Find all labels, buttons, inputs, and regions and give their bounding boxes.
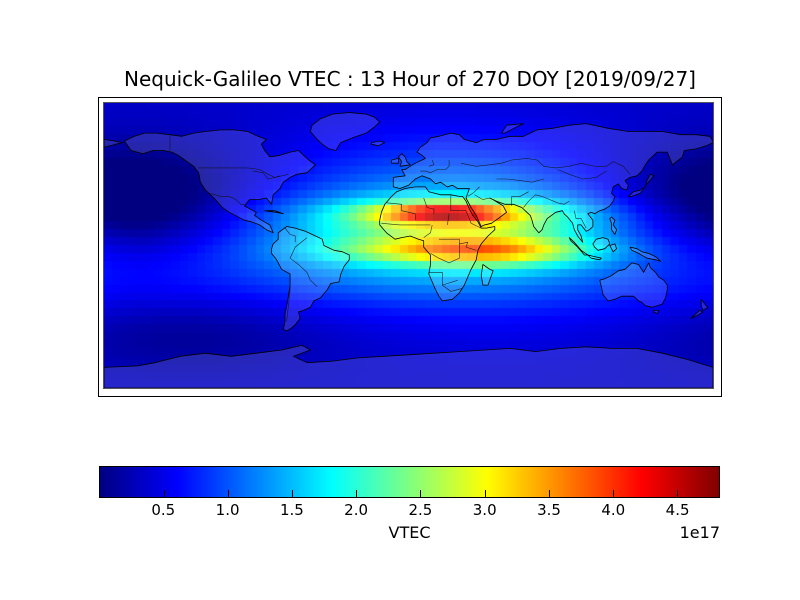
border-brazil-west bbox=[289, 237, 318, 287]
vtec-heatmap-canvas bbox=[104, 103, 713, 388]
border-algeria-libya bbox=[423, 197, 435, 214]
colorbar-tick bbox=[612, 490, 614, 497]
colorbar-tick bbox=[420, 490, 422, 497]
border-west-sahara bbox=[386, 202, 416, 221]
border-europe-north bbox=[428, 159, 435, 167]
landmass-philippines bbox=[609, 216, 617, 235]
border-india-north bbox=[523, 194, 570, 208]
border-sudan-ethiopia bbox=[465, 210, 482, 229]
colorbar-gradient bbox=[100, 467, 719, 497]
border-chile-argentina bbox=[286, 274, 291, 322]
border-great-lakes bbox=[252, 170, 280, 180]
landmass-eurasia bbox=[392, 123, 713, 243]
landmass-chukotka-west-edge bbox=[104, 139, 123, 148]
landmass-great-britain bbox=[398, 153, 411, 167]
colorbar-tick bbox=[292, 490, 294, 497]
landmass-borneo bbox=[592, 237, 611, 251]
border-indochina bbox=[574, 210, 587, 229]
landmass-madagascar bbox=[480, 264, 494, 286]
border-east-africa bbox=[459, 241, 477, 251]
border-nigeria-cameroon bbox=[423, 224, 433, 238]
colorbar-tick-label: 2.5 bbox=[408, 501, 433, 519]
colorbar-axis-label: VTEC bbox=[388, 523, 431, 542]
border-chad-sudan bbox=[447, 213, 450, 225]
colorbar-tick bbox=[548, 490, 550, 497]
landmass-new-guinea bbox=[629, 246, 661, 262]
world-coastlines-overlay bbox=[104, 112, 713, 388]
colorbar-tick bbox=[228, 490, 230, 497]
colorbar-tick-label: 4.5 bbox=[665, 501, 690, 519]
landmass-japan bbox=[628, 173, 655, 197]
colorbar-tick-labels: 0.5 1.0 1.5 2.0 2.5 3.0 3.5 4.0 4.5 bbox=[99, 501, 720, 519]
landmass-ireland bbox=[391, 158, 399, 164]
colorbar-tick bbox=[356, 490, 358, 497]
landmass-java bbox=[587, 254, 602, 261]
map-area bbox=[103, 102, 714, 389]
border-us-mexico bbox=[210, 193, 245, 205]
colorbar-tick-label: 1.5 bbox=[279, 501, 304, 519]
colorbar-offset-text: 1e17 bbox=[679, 523, 720, 542]
border-china-mongolia bbox=[557, 169, 607, 180]
border-central-asia bbox=[496, 178, 544, 183]
colorbar-tick-label: 2.0 bbox=[344, 501, 369, 519]
landmass-sumatra bbox=[568, 237, 589, 256]
landmass-greenland bbox=[310, 112, 381, 151]
colorbar-tick-label: 1.0 bbox=[215, 501, 240, 519]
colorbar-tick-label: 3.0 bbox=[472, 501, 497, 519]
landmass-new-zealand-south bbox=[690, 310, 704, 319]
border-iran-east bbox=[511, 191, 529, 206]
colorbar-tick-label: 3.5 bbox=[537, 501, 561, 519]
border-congo bbox=[430, 238, 460, 264]
colorbar bbox=[99, 466, 720, 498]
border-colombia-venezuela bbox=[284, 227, 296, 243]
landmass-south-america bbox=[271, 226, 350, 332]
colorbar-tick-label: 0.5 bbox=[151, 501, 176, 519]
border-russia-south bbox=[460, 158, 631, 175]
landmass-north-america bbox=[123, 129, 316, 234]
landmass-new-zealand-north bbox=[700, 298, 709, 311]
landmass-tasmania bbox=[653, 310, 660, 314]
landmass-australia bbox=[599, 262, 668, 308]
landmass-iceland bbox=[370, 140, 386, 147]
border-south-africa bbox=[442, 284, 463, 292]
border-angola-zambia bbox=[428, 272, 458, 286]
colorbar-tick-label: 4.0 bbox=[601, 501, 626, 519]
landmass-novaya-zemlya bbox=[501, 123, 524, 134]
colorbar-tick bbox=[676, 490, 678, 497]
landmass-africa bbox=[379, 186, 496, 302]
border-europe-central bbox=[420, 160, 450, 174]
colorbar-tick bbox=[484, 490, 486, 497]
border-egypt bbox=[450, 194, 466, 211]
border-us-canada-east bbox=[247, 167, 289, 178]
landmass-antarctica bbox=[104, 344, 713, 388]
landmass-cuba bbox=[264, 210, 284, 215]
border-levant bbox=[467, 186, 480, 197]
border-saudi-north bbox=[474, 194, 490, 200]
border-sahel bbox=[381, 223, 431, 226]
landmass-sulawesi bbox=[609, 243, 617, 253]
chart-title: Nequick-Galileo VTEC : 13 Hour of 270 DO… bbox=[123, 67, 696, 91]
colorbar-tick bbox=[164, 490, 166, 497]
